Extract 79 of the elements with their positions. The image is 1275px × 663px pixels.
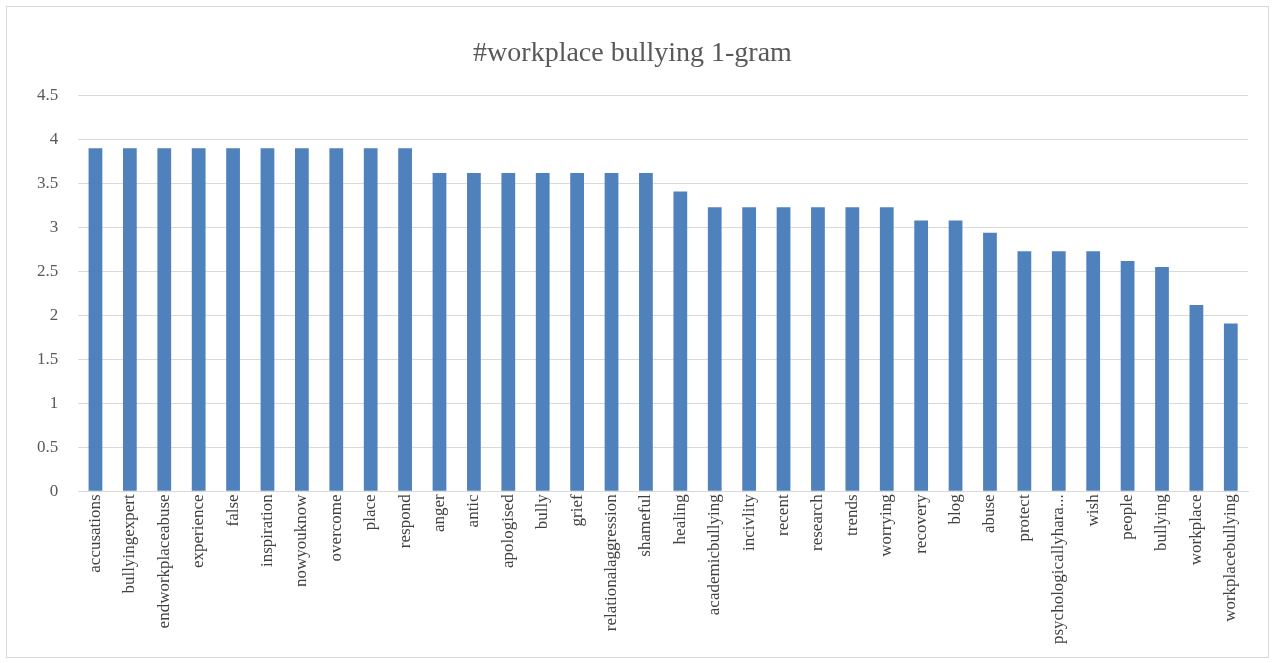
x-tick-label: blog [945, 493, 965, 525]
bar [1120, 260, 1135, 491]
bar [673, 191, 688, 491]
x-tick-label: relationalaggression [600, 493, 620, 632]
x-tick-label: nowyouknow [291, 493, 311, 587]
x-tick-label: recent [773, 494, 793, 536]
x-tick-label: respond [394, 493, 414, 549]
x-tick-label: bullying [1151, 493, 1171, 552]
y-tick-label: 0.5 [37, 436, 59, 456]
x-tick-label: apologised [497, 493, 517, 569]
bar [398, 148, 412, 491]
bar [1223, 323, 1238, 491]
x-tick-label: inspiration [256, 493, 276, 568]
x-tick-label: psychologicallyhara... [1048, 494, 1068, 645]
bar [879, 207, 894, 491]
bar [260, 148, 275, 491]
x-tick-label: bullyingexpert [119, 494, 139, 594]
bar [1051, 251, 1066, 491]
bar [88, 148, 103, 491]
bar [707, 207, 722, 491]
bar [1155, 267, 1169, 491]
x-tick-label: incivlity [738, 493, 758, 552]
x-tick-label: place [360, 494, 380, 531]
bar [329, 148, 344, 491]
bar [570, 172, 584, 491]
bar [122, 148, 137, 491]
x-tick-label: healing [669, 493, 689, 545]
bar [226, 148, 240, 491]
y-tick-label: 3.5 [37, 173, 59, 193]
x-tick-label: people [1117, 494, 1137, 540]
x-tick-label: experience [188, 494, 208, 568]
bar [535, 172, 550, 491]
y-tick-label: 3 [49, 216, 59, 236]
bar [157, 148, 172, 491]
x-tick-label: endworkplaceabuse [153, 494, 173, 629]
bar [948, 220, 963, 491]
x-tick-label: academicbullying [704, 493, 724, 616]
bar [776, 207, 791, 491]
x-tick-label: protect [1013, 494, 1033, 542]
y-tick-label: 4 [49, 129, 59, 149]
x-tick-label: bully [532, 493, 552, 530]
bar [363, 148, 378, 491]
bar [1017, 251, 1032, 491]
x-tick-label: research [807, 493, 827, 551]
y-tick-label: 1.5 [37, 348, 59, 368]
x-tick-label: shameful [635, 494, 655, 557]
bar [742, 207, 757, 491]
chart-title: #workplace bullying 1-gram [473, 36, 793, 68]
bar [914, 220, 929, 491]
bar [467, 172, 481, 491]
x-tick-label: abuse [979, 494, 999, 534]
x-tick-label: antic [463, 493, 483, 528]
x-tick-label: wish [1082, 493, 1102, 527]
x-tick-label: workplace [1185, 494, 1205, 566]
bar [1086, 251, 1101, 491]
y-tick-label: 1 [49, 392, 59, 412]
x-tick-label: worrying [876, 493, 896, 557]
x-tick-label: accusations [84, 494, 104, 573]
x-tick-label: grief [566, 494, 586, 527]
x-tick-label: anger [428, 494, 448, 533]
bar [604, 172, 619, 491]
bar [295, 148, 309, 491]
y-tick-label: 4.5 [37, 85, 59, 105]
bar [811, 207, 825, 491]
x-tick-label: false [222, 494, 242, 527]
x-tick-label: workplacebullying [1220, 493, 1240, 622]
bar [432, 172, 447, 491]
y-tick-label: 2 [49, 304, 59, 324]
x-tick-label: trends [841, 494, 861, 536]
bar [501, 172, 516, 491]
bar [845, 207, 860, 491]
y-tick-label: 2.5 [37, 260, 59, 280]
x-tick-label: recovery [910, 493, 930, 554]
bar [191, 148, 206, 491]
y-tick-label: 0 [49, 480, 59, 500]
bar [639, 172, 653, 491]
bar [983, 232, 997, 491]
bar [1189, 304, 1204, 491]
x-tick-label: overcome [325, 494, 345, 562]
